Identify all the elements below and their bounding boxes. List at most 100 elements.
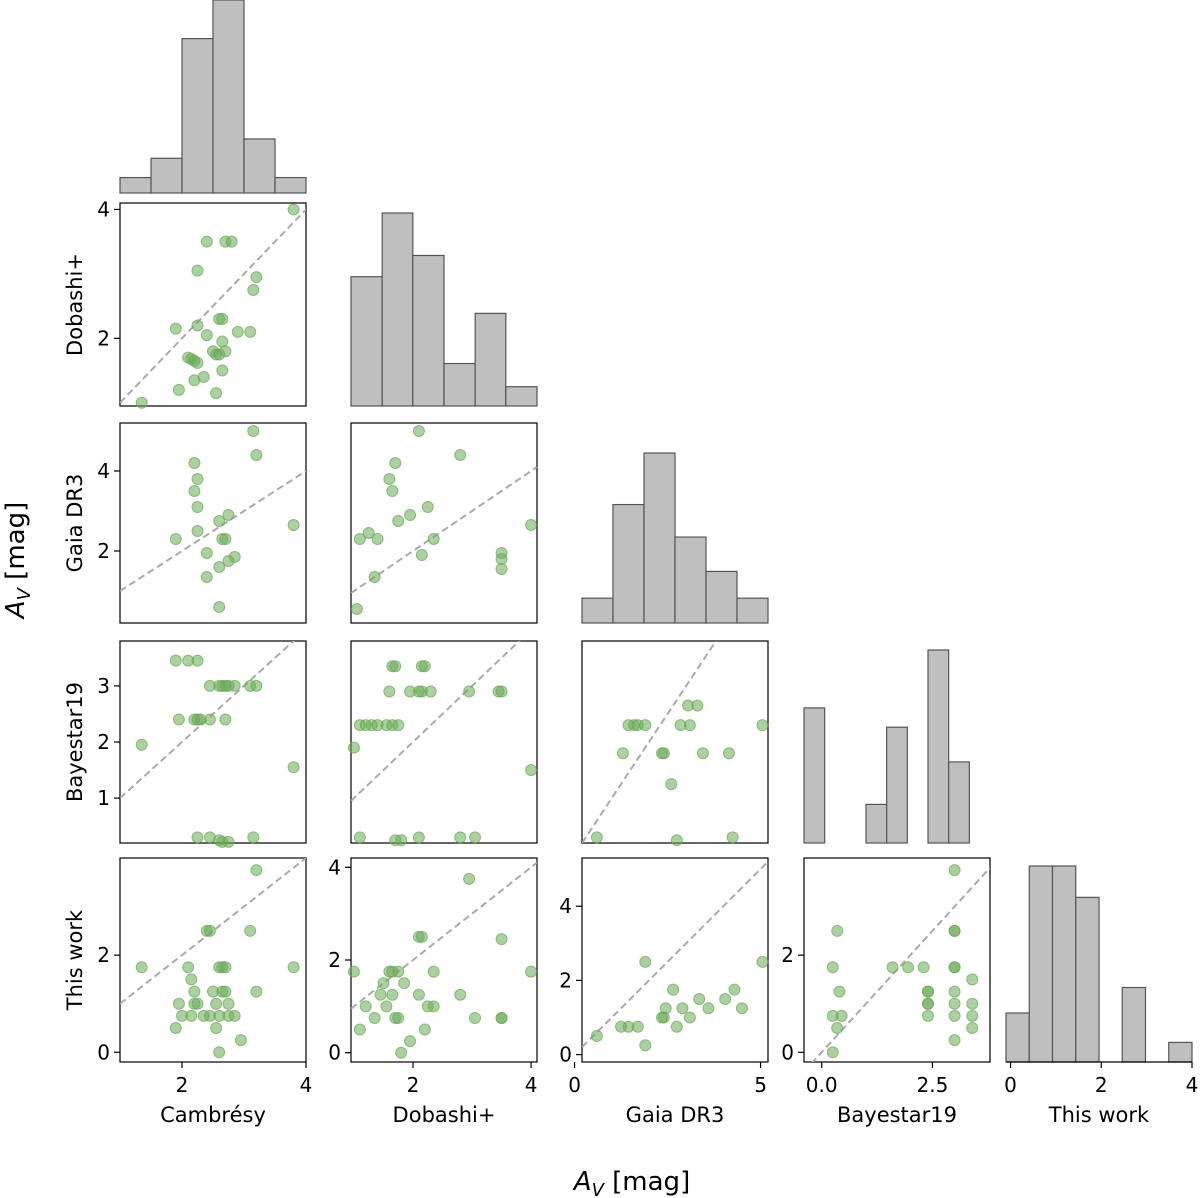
data-point <box>427 1000 440 1013</box>
hist-bar-gaia-dr3-2 <box>643 452 676 624</box>
panel-this-work-vs-cambr-sy <box>119 857 307 1063</box>
data-point <box>404 509 417 521</box>
data-point <box>735 1002 748 1015</box>
data-point <box>424 685 437 698</box>
panel-gaia-dr3-vs-cambr-sy <box>119 422 307 624</box>
one-to-one-line <box>120 641 296 799</box>
data-point <box>172 997 185 1010</box>
data-point <box>135 396 148 409</box>
data-point <box>639 719 652 732</box>
y-tick-label: 1 <box>97 786 110 810</box>
data-point <box>525 965 538 978</box>
histogram-dobashi <box>350 212 538 407</box>
y-tick-label: 2 <box>97 539 110 563</box>
y-tick-label: 0 <box>559 1043 572 1067</box>
data-point <box>495 563 508 575</box>
data-point <box>395 834 408 847</box>
panel-content <box>120 208 306 404</box>
hist-bar-gaia-dr3-4 <box>705 570 738 624</box>
hist-bar-dobashi-2 <box>412 254 445 407</box>
data-point <box>188 485 201 497</box>
hist-bar-cambr-sy-0 <box>119 176 152 194</box>
data-point <box>427 965 440 978</box>
data-point <box>948 997 961 1010</box>
data-point <box>250 864 263 877</box>
hist-bar-bayestar19-4 <box>886 726 908 844</box>
data-point <box>287 761 300 774</box>
data-point <box>287 519 300 531</box>
panel-dobashi-vs-cambr-sy <box>119 202 307 409</box>
data-point <box>191 319 204 332</box>
data-point <box>463 685 476 698</box>
data-point <box>228 679 241 692</box>
data-point <box>383 685 396 698</box>
data-point <box>247 831 260 844</box>
data-point <box>374 988 387 1001</box>
data-point <box>287 203 300 216</box>
data-point <box>231 325 244 338</box>
data-point <box>683 719 696 732</box>
panel-bayestar19-vs-cambr-sy <box>119 640 307 848</box>
y-tick-label: 4 <box>328 855 341 879</box>
hist-bar-dobashi-0 <box>350 276 383 407</box>
data-point <box>213 1046 226 1059</box>
hist-bar-cambr-sy-4 <box>243 138 276 194</box>
y-tick-label: 2 <box>781 943 794 967</box>
data-point <box>234 1034 247 1047</box>
data-point <box>902 961 915 974</box>
data-point <box>191 473 204 485</box>
column-label-gaia-dr3: Gaia DR3 <box>626 1103 725 1127</box>
data-point <box>392 965 405 978</box>
data-point <box>219 961 232 974</box>
data-point <box>922 985 934 998</box>
column-label-dobashi: Dobashi+ <box>393 1103 496 1127</box>
row-label-this-work: This work <box>63 909 87 1011</box>
hist-bar-bayestar19-0 <box>803 707 826 844</box>
data-point <box>665 778 678 791</box>
one-to-one-line <box>351 466 537 594</box>
data-point <box>886 961 899 974</box>
data-point <box>287 961 300 974</box>
data-point <box>185 973 198 986</box>
data-point <box>222 509 235 521</box>
panel-frame <box>119 640 307 844</box>
data-point <box>590 1030 603 1043</box>
y-tick-label: 4 <box>97 459 110 483</box>
one-to-one-line <box>120 470 306 592</box>
data-point <box>210 1022 223 1034</box>
hist-bar-this-work-3 <box>1075 896 1100 1063</box>
hist-bar-cambr-sy-5 <box>274 176 307 194</box>
histogram-cambr-sy <box>119 0 307 194</box>
data-point <box>835 1009 848 1022</box>
panel-frame <box>350 640 538 844</box>
data-point <box>191 264 204 277</box>
data-point <box>200 547 213 559</box>
data-point <box>216 364 229 377</box>
data-point <box>353 831 366 844</box>
data-point <box>463 872 476 885</box>
data-point <box>371 533 384 545</box>
hist-bar-dobashi-3 <box>443 362 476 407</box>
data-point <box>219 985 232 998</box>
data-point <box>169 322 182 335</box>
hist-bar-gaia-dr3-5 <box>736 597 769 624</box>
data-point <box>213 561 226 573</box>
data-point <box>659 1002 672 1015</box>
data-point <box>353 533 366 545</box>
panel-bayestar19-vs-gaia-dr3 <box>581 640 769 847</box>
histogram-bayestar19 <box>803 649 970 844</box>
column-label-cambr-sy: Cambrésy <box>160 1103 266 1127</box>
x-tick-label: 2 <box>1095 1073 1108 1097</box>
hist-bar-this-work-5 <box>1121 986 1147 1063</box>
data-point <box>244 924 257 937</box>
data-point <box>250 271 263 284</box>
histogram-gaia-dr3 <box>581 452 769 624</box>
column-label-bayestar19: Bayestar19 <box>837 1103 957 1127</box>
data-point <box>395 1046 408 1059</box>
data-point <box>172 383 185 396</box>
data-point <box>404 1035 417 1048</box>
y-axis-label: AV [mag] <box>1 502 35 620</box>
data-point <box>191 501 204 513</box>
data-point <box>670 1020 683 1033</box>
data-point <box>826 961 839 974</box>
